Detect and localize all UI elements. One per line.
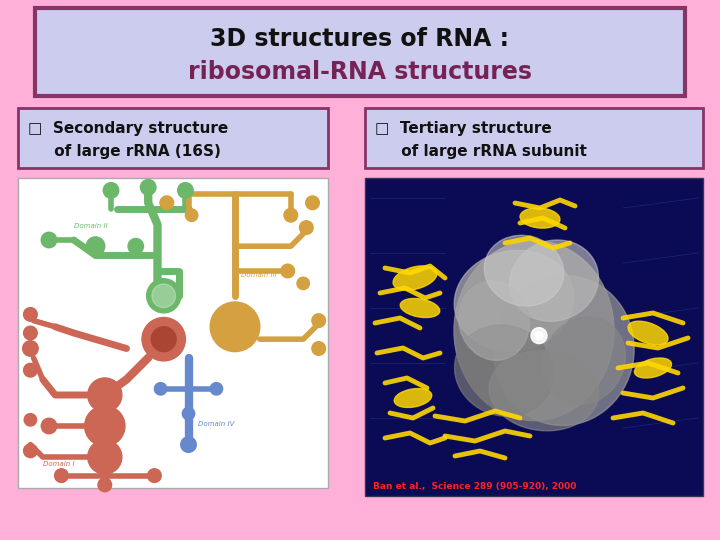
Circle shape: [24, 308, 37, 321]
Text: Ban et al.,  Science 289 (905-920), 2000: Ban et al., Science 289 (905-920), 2000: [373, 482, 577, 490]
Circle shape: [535, 332, 543, 340]
Ellipse shape: [634, 358, 672, 378]
Circle shape: [312, 342, 325, 355]
FancyBboxPatch shape: [365, 108, 703, 168]
Circle shape: [85, 406, 125, 446]
Circle shape: [22, 341, 38, 356]
Ellipse shape: [395, 389, 432, 408]
Text: of large rRNA subunit: of large rRNA subunit: [375, 144, 587, 159]
Ellipse shape: [393, 266, 437, 290]
Circle shape: [103, 183, 119, 198]
Circle shape: [312, 314, 325, 327]
Ellipse shape: [494, 276, 634, 426]
Ellipse shape: [489, 350, 599, 431]
Circle shape: [151, 327, 176, 352]
Ellipse shape: [628, 321, 668, 345]
Circle shape: [182, 407, 194, 420]
Circle shape: [297, 277, 310, 289]
Ellipse shape: [485, 235, 564, 306]
Circle shape: [300, 221, 313, 234]
Circle shape: [41, 418, 57, 434]
Circle shape: [142, 318, 185, 361]
Circle shape: [88, 440, 122, 474]
Text: Domain II: Domain II: [73, 222, 107, 228]
Circle shape: [154, 383, 167, 395]
Circle shape: [98, 478, 112, 492]
Circle shape: [160, 196, 174, 210]
Circle shape: [41, 232, 57, 248]
Ellipse shape: [454, 251, 574, 351]
Circle shape: [306, 196, 320, 210]
Circle shape: [88, 378, 122, 412]
Circle shape: [55, 469, 68, 482]
Circle shape: [24, 363, 37, 377]
Circle shape: [148, 469, 161, 482]
Circle shape: [284, 208, 297, 222]
Text: □  Tertiary structure: □ Tertiary structure: [375, 122, 552, 137]
Ellipse shape: [520, 208, 560, 228]
Circle shape: [86, 237, 105, 255]
Circle shape: [531, 328, 547, 343]
Circle shape: [140, 179, 156, 195]
Ellipse shape: [543, 317, 625, 404]
Text: Domain IV: Domain IV: [198, 421, 234, 427]
Text: ribosomal-RNA structures: ribosomal-RNA structures: [188, 60, 532, 84]
FancyBboxPatch shape: [18, 108, 328, 168]
Ellipse shape: [454, 241, 614, 421]
Ellipse shape: [510, 240, 598, 321]
Ellipse shape: [400, 299, 440, 318]
Circle shape: [24, 414, 37, 426]
Text: 3D structures of RNA :: 3D structures of RNA :: [210, 27, 510, 51]
Circle shape: [210, 302, 260, 352]
Text: □  Secondary structure: □ Secondary structure: [28, 122, 228, 137]
Circle shape: [24, 326, 37, 340]
Circle shape: [147, 279, 181, 313]
Circle shape: [210, 383, 222, 395]
Circle shape: [24, 444, 37, 457]
FancyBboxPatch shape: [18, 178, 328, 488]
Text: Domain I: Domain I: [42, 461, 74, 467]
FancyBboxPatch shape: [35, 8, 685, 96]
Ellipse shape: [454, 325, 554, 416]
Ellipse shape: [459, 281, 529, 360]
Text: Domain III: Domain III: [241, 272, 277, 278]
FancyBboxPatch shape: [365, 178, 703, 496]
Circle shape: [178, 183, 193, 198]
Circle shape: [128, 239, 143, 254]
Circle shape: [281, 264, 294, 278]
Circle shape: [181, 437, 197, 453]
Circle shape: [152, 284, 176, 308]
Circle shape: [186, 209, 198, 221]
Text: of large rRNA (16S): of large rRNA (16S): [28, 144, 221, 159]
